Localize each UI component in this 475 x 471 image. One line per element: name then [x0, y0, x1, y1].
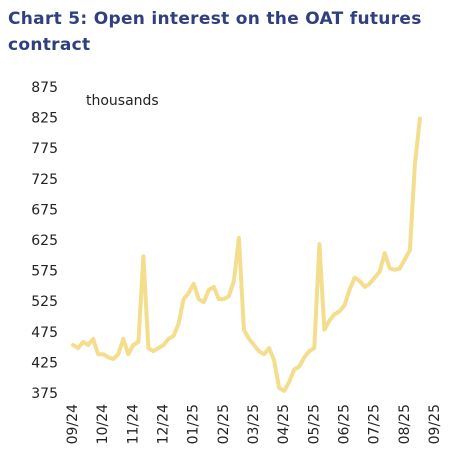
x-tick-label: 04/25	[276, 404, 292, 444]
annotation: thousands	[86, 93, 159, 109]
x-tick-label: 07/25	[367, 404, 383, 444]
x-tick-label: 11/24	[125, 404, 141, 444]
x-tick-label: 12/24	[156, 404, 172, 444]
y-tick-label: 775	[31, 141, 58, 157]
x-tick-label: 05/25	[306, 404, 322, 444]
x-tick-label: 10/24	[95, 404, 111, 444]
y-tick-label: 825	[31, 111, 58, 127]
x-tick-label: 08/25	[397, 404, 413, 444]
y-tick-label: 375	[31, 386, 58, 402]
x-tick-label: 06/25	[337, 404, 353, 444]
x-tick-label: 03/25	[246, 404, 262, 444]
y-tick-label: 875	[31, 80, 58, 96]
y-tick-label: 425	[31, 355, 58, 371]
y-tick-label: 725	[31, 172, 58, 188]
x-tick-label: 01/25	[186, 404, 202, 444]
x-tick-label: 09/24	[65, 404, 81, 444]
y-tick-label: 475	[31, 325, 58, 341]
y-tick-label: 575	[31, 264, 58, 280]
chart-title: Chart 5: Open interest on the OAT future…	[8, 9, 422, 55]
y-tick-label: 675	[31, 202, 58, 218]
x-tick-label: 09/25	[427, 404, 443, 444]
y-tick-label: 525	[31, 294, 58, 310]
data-line	[71, 116, 422, 393]
x-tick-label: 02/25	[216, 404, 232, 444]
y-tick-label: 625	[31, 233, 58, 249]
